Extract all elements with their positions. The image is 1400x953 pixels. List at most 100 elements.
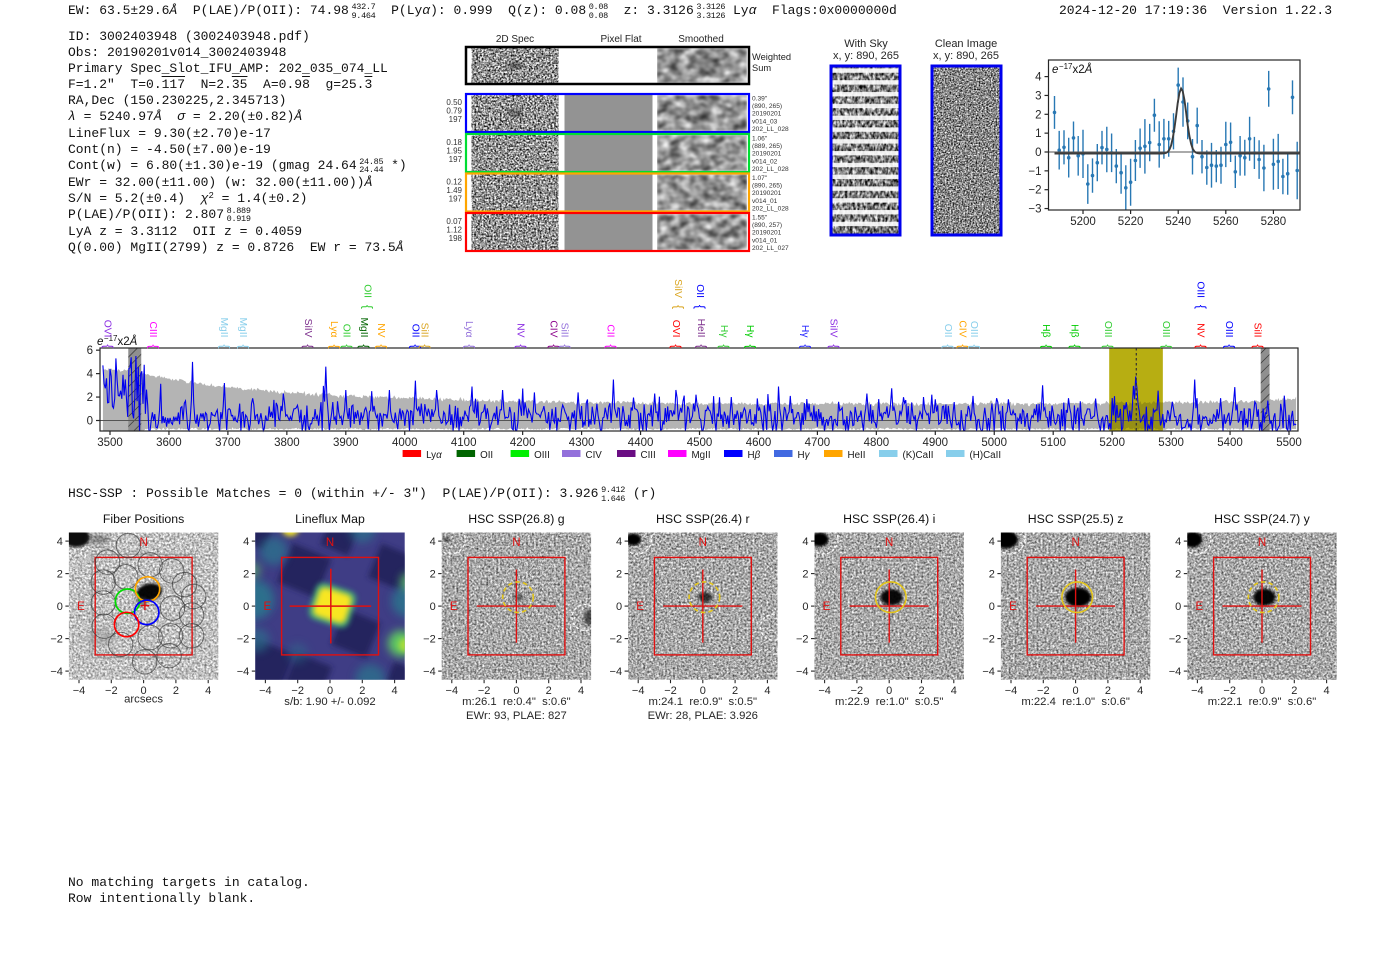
svg-text:−2: −2: [1169, 634, 1182, 646]
svg-text:CIII: CIII: [641, 450, 656, 461]
svg-text:(890, 257): (890, 257): [752, 222, 782, 229]
svg-text:HeII: HeII: [848, 450, 866, 461]
svg-text:Hγ: Hγ: [799, 325, 810, 338]
svg-text:202_LL_028: 202_LL_028: [752, 126, 789, 133]
svg-text:Lyα: Lyα: [426, 450, 442, 461]
svg-text:E: E: [1195, 601, 1203, 613]
svg-text:SiIV: SiIV: [302, 319, 313, 338]
svg-text:(889, 265): (889, 265): [752, 143, 782, 150]
svg-text:4: 4: [951, 685, 957, 697]
svg-text:{: {: [237, 344, 251, 348]
svg-text:202_LL_028: 202_LL_028: [752, 205, 789, 212]
svg-text:4: 4: [87, 369, 94, 381]
svg-text:Lyα: Lyα: [328, 321, 339, 337]
svg-text:3900: 3900: [333, 437, 359, 449]
svg-text:0: 0: [1175, 601, 1181, 613]
svg-text:4600: 4600: [746, 437, 772, 449]
svg-text:{: {: [1040, 344, 1054, 348]
svg-text:{: {: [1194, 305, 1208, 309]
svg-text:{: {: [717, 344, 731, 348]
svg-text:OIII: OIII: [534, 450, 550, 461]
svg-text:−2: −2: [796, 634, 809, 646]
svg-text:Hβ: Hβ: [1069, 324, 1080, 337]
svg-text:2: 2: [546, 685, 552, 697]
svg-text:−2: −2: [1037, 685, 1050, 697]
svg-text:HSC SSP(26.8) g: HSC SSP(26.8) g: [468, 512, 565, 526]
svg-text:5200: 5200: [1070, 216, 1096, 228]
svg-text:2: 2: [989, 569, 995, 581]
svg-text:0: 0: [1073, 685, 1079, 697]
svg-text:SiII: SiII: [1252, 323, 1263, 338]
svg-text:Hγ: Hγ: [744, 325, 755, 338]
svg-text:4900: 4900: [923, 437, 949, 449]
svg-text:E: E: [823, 601, 831, 613]
svg-text:4: 4: [578, 685, 584, 697]
svg-text:{: {: [744, 344, 758, 348]
svg-text:N: N: [885, 537, 893, 549]
svg-text:{: {: [1251, 344, 1265, 348]
svg-text:−2: −2: [982, 634, 995, 646]
svg-text:{: {: [462, 344, 476, 348]
svg-text:−2: −2: [478, 685, 491, 697]
svg-text:2: 2: [173, 685, 179, 697]
svg-text:OII: OII: [480, 450, 493, 461]
svg-text:Hγ: Hγ: [798, 450, 811, 461]
svg-text:Hβ: Hβ: [1040, 324, 1051, 337]
svg-text:N: N: [512, 537, 520, 549]
svg-text:v014_03: v014_03: [752, 118, 778, 125]
svg-text:202_LL_027: 202_LL_027: [752, 245, 789, 252]
svg-text:{: {: [693, 305, 707, 309]
svg-text:{: {: [558, 344, 572, 348]
svg-text:−4: −4: [1005, 685, 1018, 697]
svg-text:1: 1: [1035, 128, 1041, 140]
svg-text:HSC SSP(25.5) z: HSC SSP(25.5) z: [1028, 512, 1124, 526]
svg-text:1.06": 1.06": [752, 136, 768, 143]
svg-text:v014_02: v014_02: [752, 158, 778, 165]
svg-text:4800: 4800: [864, 437, 890, 449]
svg-text:{: {: [604, 344, 618, 348]
svg-text:0: 0: [1035, 147, 1041, 159]
svg-text:−1: −1: [1028, 166, 1041, 178]
svg-text:OVI: OVI: [670, 320, 681, 338]
svg-text:−4: −4: [259, 685, 272, 697]
svg-text:5500: 5500: [1276, 437, 1302, 449]
svg-text:{: {: [1194, 344, 1208, 348]
svg-text:HSC SSP(26.4) i: HSC SSP(26.4) i: [843, 512, 935, 526]
svg-text:−4: −4: [446, 685, 459, 697]
svg-text:0: 0: [57, 601, 63, 613]
svg-text:1.49: 1.49: [446, 186, 462, 195]
svg-text:4: 4: [57, 536, 63, 548]
svg-text:−4: −4: [818, 685, 831, 697]
svg-text:CII: CII: [605, 324, 616, 337]
svg-text:OII: OII: [341, 324, 352, 338]
svg-text:m:22.1 re:0.9" s:0.6": m:22.1 re:0.9" s:0.6": [1208, 696, 1317, 708]
svg-text:{: {: [798, 344, 812, 348]
svg-text:4: 4: [616, 536, 622, 548]
svg-text:Weighted: Weighted: [752, 52, 791, 62]
svg-text:Smoothed: Smoothed: [678, 34, 724, 45]
svg-text:4: 4: [243, 536, 249, 548]
svg-text:v014_01: v014_01: [752, 237, 778, 244]
svg-text:0: 0: [886, 685, 892, 697]
svg-text:{: {: [147, 344, 161, 348]
svg-text:−2: −2: [1028, 185, 1041, 197]
svg-text:2: 2: [1105, 685, 1111, 697]
svg-text:OIII: OIII: [1223, 321, 1234, 338]
svg-text:−4: −4: [982, 666, 995, 678]
svg-text:5400: 5400: [1217, 437, 1243, 449]
svg-text:HSC SSP(26.4) r: HSC SSP(26.4) r: [656, 512, 750, 526]
svg-text:4500: 4500: [687, 437, 713, 449]
svg-text:N: N: [699, 537, 707, 549]
svg-text:{: {: [301, 344, 315, 348]
svg-text:4: 4: [205, 685, 211, 697]
svg-text:0: 0: [327, 685, 333, 697]
svg-text:e−17x2Å: e−17x2Å: [1052, 62, 1093, 76]
svg-text:−4: −4: [610, 666, 623, 678]
svg-text:2: 2: [1035, 109, 1041, 121]
svg-text:E: E: [77, 601, 85, 613]
svg-text:OII: OII: [694, 284, 705, 298]
svg-text:0: 0: [243, 601, 249, 613]
svg-text:NV: NV: [1194, 323, 1205, 337]
svg-text:5000: 5000: [981, 437, 1007, 449]
svg-text:{: {: [1222, 344, 1236, 348]
